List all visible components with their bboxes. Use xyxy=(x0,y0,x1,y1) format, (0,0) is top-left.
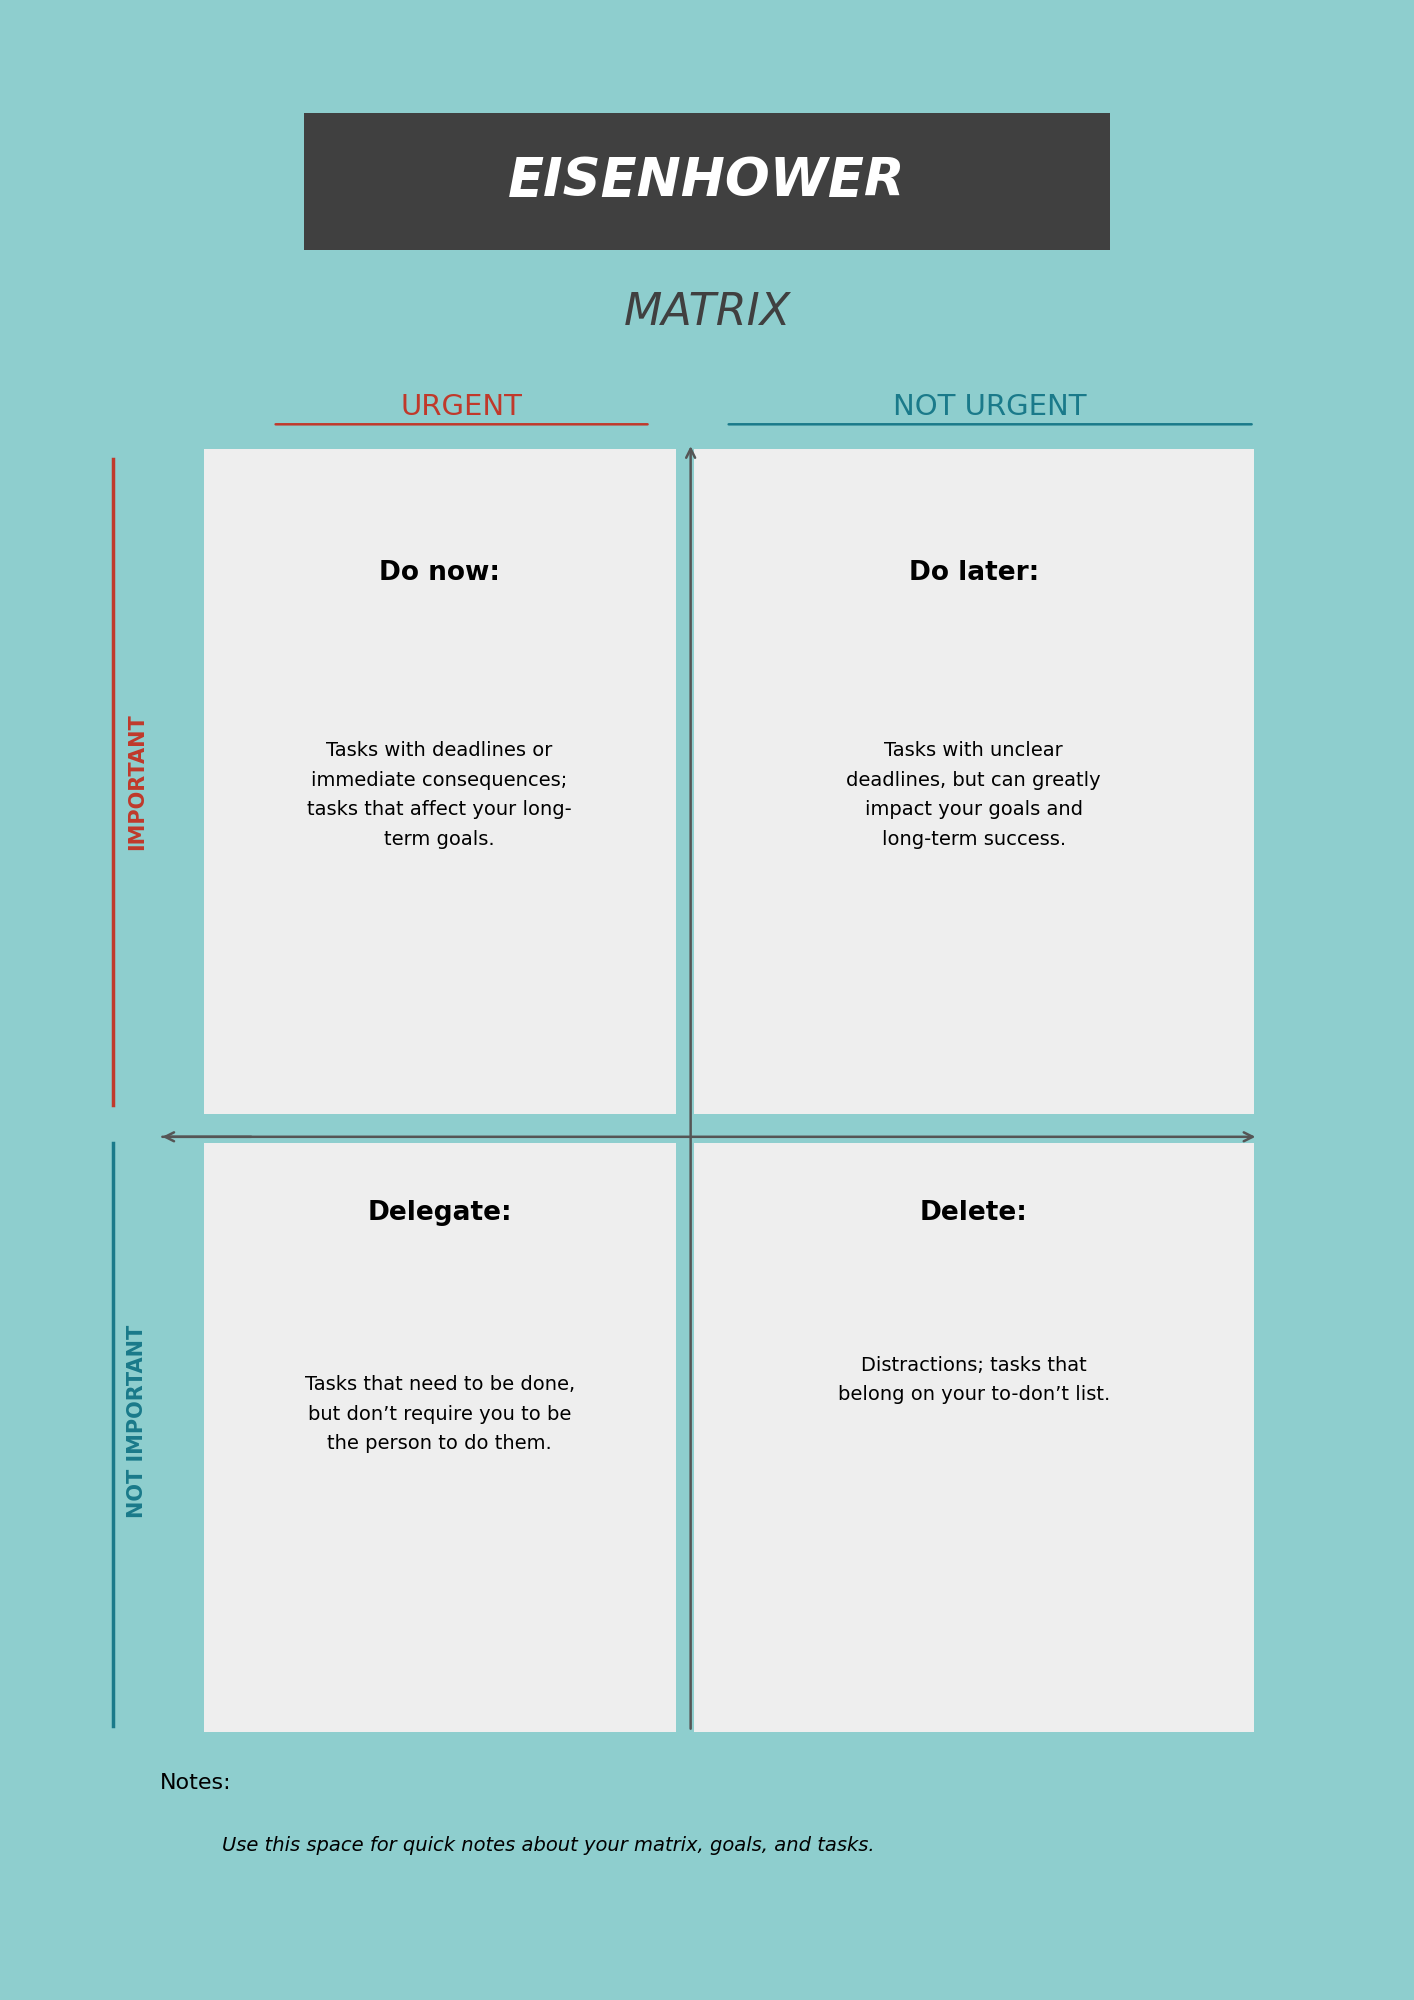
Text: Do later:: Do later: xyxy=(909,560,1039,586)
Text: NOT IMPORTANT: NOT IMPORTANT xyxy=(127,1326,147,1518)
Text: Tasks with unclear
deadlines, but can greatly
impact your goals and
long-term su: Tasks with unclear deadlines, but can gr… xyxy=(847,742,1102,848)
Text: MATRIX: MATRIX xyxy=(624,290,790,334)
Text: URGENT: URGENT xyxy=(400,394,523,422)
Text: Tasks with deadlines or
immediate consequences;
tasks that affect your long-
ter: Tasks with deadlines or immediate conseq… xyxy=(307,742,571,848)
Text: NOT URGENT: NOT URGENT xyxy=(894,394,1087,422)
FancyBboxPatch shape xyxy=(304,112,1110,250)
Text: Do now:: Do now: xyxy=(379,560,501,586)
FancyBboxPatch shape xyxy=(694,450,1254,1114)
Text: EISENHOWER: EISENHOWER xyxy=(508,156,906,208)
Text: Tasks that need to be done,
but don’t require you to be
the person to do them.: Tasks that need to be done, but don’t re… xyxy=(304,1376,574,1454)
Text: Distractions; tasks that
belong on your to-don’t list.: Distractions; tasks that belong on your … xyxy=(837,1356,1110,1404)
Text: Use this space for quick notes about your matrix, goals, and tasks.: Use this space for quick notes about you… xyxy=(222,1836,875,1856)
Text: IMPORTANT: IMPORTANT xyxy=(127,714,147,850)
Text: Delegate:: Delegate: xyxy=(368,1200,512,1226)
FancyBboxPatch shape xyxy=(204,1142,676,1732)
FancyBboxPatch shape xyxy=(204,450,676,1114)
FancyBboxPatch shape xyxy=(694,1142,1254,1732)
Text: Notes:: Notes: xyxy=(160,1772,232,1792)
Text: Delete:: Delete: xyxy=(921,1200,1028,1226)
